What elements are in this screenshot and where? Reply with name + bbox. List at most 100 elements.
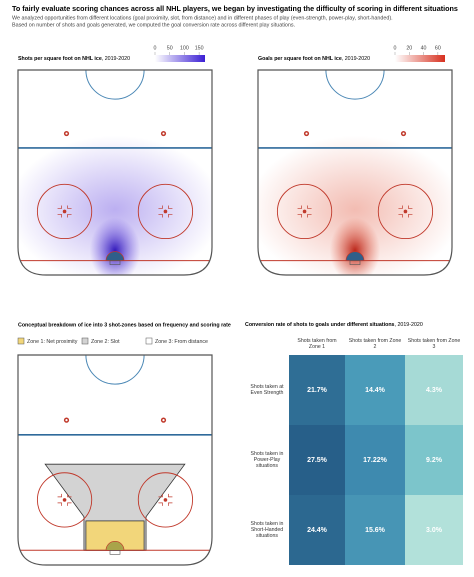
shots-rink: [17, 69, 213, 276]
panel-label: Shots per square foot on NHL ice, 2019-2…: [18, 56, 130, 62]
crease: [345, 251, 365, 261]
net: [109, 260, 121, 265]
column-header: Shots taken from Zone 1: [297, 338, 337, 350]
hash-mark: [408, 205, 413, 218]
scale-tick-label: 0: [394, 45, 397, 51]
faceoff-circle: [36, 472, 93, 528]
color-scale: [155, 55, 205, 62]
conversion-table: Shots taken from Zone 1 Shots taken from…: [245, 333, 463, 565]
hash-mark: [168, 493, 173, 506]
faceoff-dot: [403, 209, 408, 214]
scale-tick-label: 40: [421, 45, 427, 51]
table-body: Shots taken at Even Strength 21.7% 14.4% 4.…: [245, 355, 463, 565]
legend-label: Zone 3: From distance: [155, 339, 208, 345]
rink-inner: [258, 70, 452, 275]
legend-swatch: [17, 337, 25, 345]
column-header: Shots taken from Zone 3: [407, 338, 461, 350]
hash-mark: [168, 205, 173, 218]
faceoff-circle: [377, 183, 434, 240]
zones-rink: [17, 354, 213, 566]
header-row: Shots taken from Zone 1 Shots taken from…: [245, 333, 463, 355]
legend-swatch: [145, 337, 153, 345]
rink-boards: [17, 354, 213, 566]
rink-inner: [18, 355, 212, 555]
crease: [105, 540, 125, 551]
faceoff-dot: [62, 209, 67, 214]
table-row: Shots taken at Even Strength 21.7% 14.4% 4.…: [245, 355, 463, 425]
panel-label: Goals per square foot on NHL ice, 2019-2…: [258, 56, 370, 62]
value-cell: 3.0%: [405, 495, 463, 565]
row-header: Shots taken in Short-Handed situations: [250, 521, 284, 539]
faceoff-circle: [137, 183, 194, 240]
value-cell: 4.3%: [405, 355, 463, 425]
value-cell: 21.7%: [289, 355, 345, 425]
rink-boards: [257, 69, 453, 276]
hash-mark: [158, 205, 163, 218]
value-cell: 15.6%: [345, 495, 405, 565]
heat-core: [329, 217, 381, 275]
table-title: Conversion rate of shots to goals under …: [245, 322, 423, 328]
scale-tick-label: 60: [435, 45, 441, 51]
hash-mark: [67, 205, 72, 218]
subtitle-line: Based on number of shots and goals gener…: [12, 22, 295, 28]
legend-label: Zone 1: Net proximity: [27, 339, 78, 345]
hash-mark: [57, 493, 62, 506]
subtitle-line: We analyzed opportunities from different…: [12, 15, 393, 21]
faceoff-circle: [276, 183, 333, 240]
table-period: , 2019-2020: [395, 322, 423, 328]
value-cell: 27.5%: [289, 425, 345, 495]
neutral-dot-inner: [162, 419, 165, 422]
neutral-dot-inner: [162, 132, 165, 135]
legend-swatch: [81, 337, 89, 345]
table-title-main: Conversion rate of shots to goals under …: [245, 322, 395, 328]
panel-period: , 2019-2020: [342, 56, 370, 62]
table-row: Shots taken in Power-Play situations 27.5…: [245, 425, 463, 495]
net: [109, 549, 121, 555]
hash-mark: [297, 205, 302, 218]
hash-mark: [398, 205, 403, 218]
heat-core: [89, 217, 141, 275]
value-cell: 17.22%: [345, 425, 405, 495]
neutral-dot-inner: [402, 132, 405, 135]
scale-tick-label: 20: [406, 45, 412, 51]
scale-tick-label: 150: [195, 45, 204, 51]
faceoff-dot: [163, 498, 168, 502]
hash-mark: [57, 205, 62, 218]
panel-label-main: Shots per square foot on NHL ice: [18, 56, 102, 62]
heat-haze: [258, 135, 452, 275]
faceoff-dot: [163, 209, 168, 214]
center-circle: [85, 355, 145, 385]
legend-label: Zone 2: Slot: [91, 339, 120, 345]
faceoff-circle: [36, 183, 93, 240]
hash-mark: [158, 493, 163, 506]
goals-rink: [257, 69, 453, 276]
rink-ice: [18, 355, 212, 565]
neutral-dot-inner: [305, 132, 308, 135]
zones-title: Conceptual breakdown of ice into 3 shot-…: [18, 322, 231, 328]
value-cell: 14.4%: [345, 355, 405, 425]
hash-mark: [307, 205, 312, 218]
neutral-dot-inner: [65, 419, 68, 422]
faceoff-dot: [302, 209, 307, 214]
net: [349, 260, 361, 265]
zone-legend: Zone 1: Net proximity Zone 2: Slot Zone 3:…: [17, 337, 208, 345]
neutral-dot-inner: [65, 132, 68, 135]
column-header: Shots taken from Zone 2: [348, 338, 402, 350]
crease: [105, 251, 125, 261]
rink-inner: [18, 70, 212, 275]
color-scale: [395, 55, 445, 62]
table-row: Shots taken in Short-Handed situations 24…: [245, 495, 463, 565]
hash-mark: [67, 493, 72, 506]
panel-period: , 2019-2020: [102, 56, 130, 62]
scale-tick-label: 50: [167, 45, 173, 51]
row-header: Shots taken in Power-Play situations: [250, 451, 284, 469]
faceoff-dot: [62, 498, 67, 502]
row-header: Shots taken at Even Strength: [250, 384, 284, 396]
corner: [245, 333, 289, 355]
faceoff-circle: [137, 472, 194, 528]
rink-boards: [17, 69, 213, 276]
scale-tick-label: 0: [154, 45, 157, 51]
title: To fairly evaluate scoring chances acros…: [12, 4, 458, 13]
